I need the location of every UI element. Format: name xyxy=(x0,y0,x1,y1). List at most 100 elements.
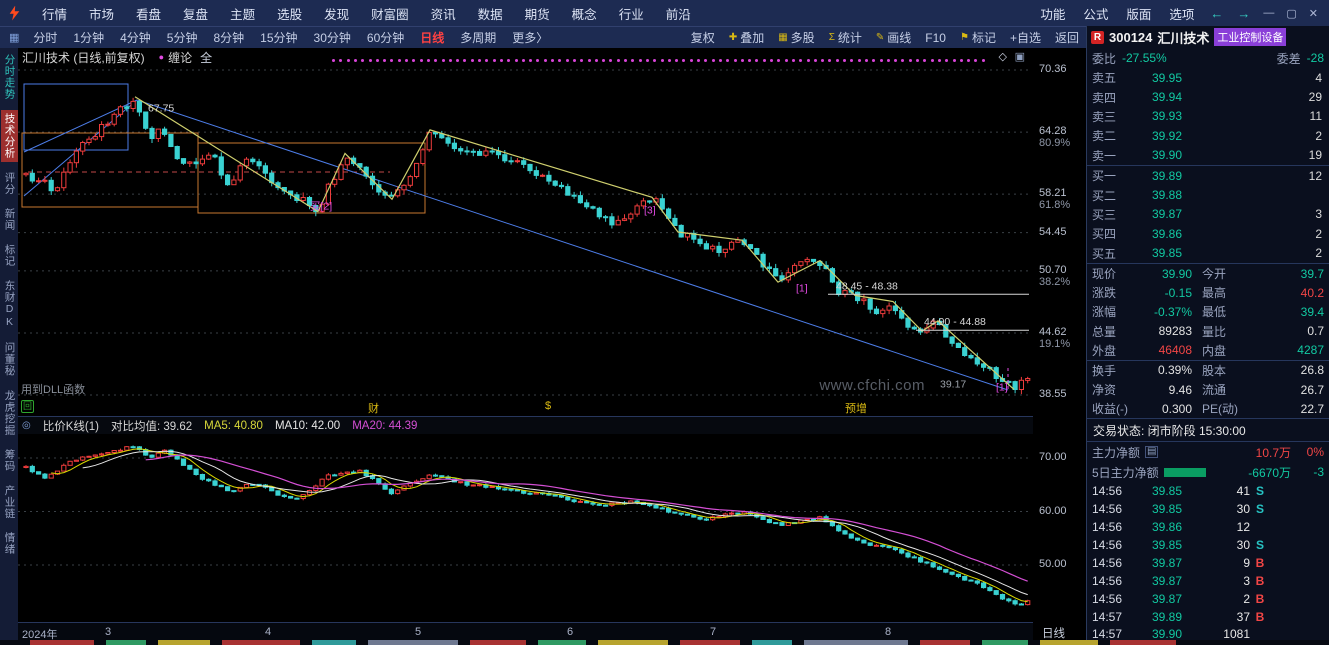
industry-badge[interactable]: 工业控制设备 xyxy=(1214,28,1286,46)
menu-item[interactable]: 前沿 xyxy=(655,4,702,23)
ratio-kline-chart[interactable] xyxy=(18,434,1033,622)
tick-row[interactable]: 14:5739.8937B xyxy=(1087,608,1329,626)
period-button[interactable]: 5分钟 xyxy=(159,29,206,46)
menu-item[interactable]: 选股 xyxy=(266,4,313,23)
panel-toggle-icon[interactable]: ▣ xyxy=(1015,50,1025,63)
period-axis-label[interactable]: 日线 xyxy=(1042,625,1065,641)
quote-row: 收益(-)0.300PE(动)22.7 xyxy=(1087,399,1329,418)
tool-button[interactable]: ▦多股 xyxy=(771,29,821,46)
menu-item[interactable]: 选项 xyxy=(1160,4,1203,23)
sidebar-item[interactable]: 新闻 xyxy=(1,205,18,234)
return-icon[interactable]: 回 xyxy=(21,400,34,413)
period-button[interactable]: 1分钟 xyxy=(65,29,112,46)
tick-row[interactable]: 14:5639.872B xyxy=(1087,590,1329,608)
menu-item[interactable]: 版面 xyxy=(1117,4,1160,23)
tool-button[interactable]: +自选 xyxy=(1003,29,1048,46)
sidebar-item[interactable]: 产业链 xyxy=(1,482,18,523)
period-button[interactable]: 4分钟 xyxy=(112,29,159,46)
tick-row[interactable]: 14:5639.879B xyxy=(1087,554,1329,572)
sidebar-item[interactable]: 标记 xyxy=(1,241,18,270)
tick-row[interactable]: 14:5639.873B xyxy=(1087,572,1329,590)
ask-level-label: 卖四 xyxy=(1092,89,1126,106)
bid-row[interactable]: 买四39.862 xyxy=(1087,224,1329,243)
indicator-name[interactable]: 比价K线(1) xyxy=(43,418,99,434)
indicator-cycle-icon[interactable]: ◎ xyxy=(22,420,31,431)
event-marker[interactable]: 预增 xyxy=(845,400,867,416)
bid-row[interactable]: 买三39.873 xyxy=(1087,205,1329,224)
main-funds-pct: 0% xyxy=(1296,445,1324,459)
chanlun-dot-icon xyxy=(675,59,678,62)
menu-item[interactable]: 财富圈 xyxy=(360,4,420,23)
menu-item[interactable]: 资讯 xyxy=(420,4,467,23)
menu-item[interactable]: 期货 xyxy=(514,4,561,23)
period-button[interactable]: 多周期 xyxy=(452,29,504,46)
ask-volume: 2 xyxy=(1182,129,1324,143)
period-button[interactable]: 日线 xyxy=(412,29,452,46)
event-marker[interactable]: $ xyxy=(545,400,551,412)
main-funds-row[interactable]: 主力净额 ▤ 10.7万 0% xyxy=(1087,442,1329,462)
menu-item[interactable]: 复盘 xyxy=(172,4,219,23)
sidebar-item[interactable]: 情绪 xyxy=(1,529,18,558)
tool-label: 返回 xyxy=(1055,29,1079,46)
menu-item[interactable]: 数据 xyxy=(467,4,514,23)
bid-row[interactable]: 买一39.8912 xyxy=(1087,166,1329,185)
menu-item[interactable]: 概念 xyxy=(561,4,608,23)
period-button[interactable]: 60分钟 xyxy=(359,29,412,46)
period-button[interactable]: 8分钟 xyxy=(205,29,252,46)
ask-row[interactable]: 卖三39.9311 xyxy=(1087,107,1329,126)
layout-grid-icon[interactable]: ▦ xyxy=(9,31,19,44)
menu-item[interactable]: 功能 xyxy=(1031,4,1074,23)
period-button[interactable]: 15分钟 xyxy=(252,29,305,46)
tool-button[interactable]: F10 xyxy=(918,31,953,45)
sidebar-item[interactable]: 分时走势 xyxy=(1,51,18,103)
menu-item[interactable]: 市场 xyxy=(78,4,125,23)
sidebar-item[interactable]: 问董秘 xyxy=(1,339,18,380)
bid-row[interactable]: 买二39.88 xyxy=(1087,185,1329,204)
funds-chart-icon[interactable]: ▤ xyxy=(1145,446,1158,458)
tick-row[interactable]: 14:5639.8530S xyxy=(1087,500,1329,518)
event-marker[interactable]: 财 xyxy=(368,400,379,416)
ask-row[interactable]: 卖四39.9429 xyxy=(1087,87,1329,106)
menu-item[interactable]: 行业 xyxy=(608,4,655,23)
forward-arrow-icon[interactable]: → xyxy=(1230,6,1257,21)
period-button[interactable]: 30分钟 xyxy=(306,29,359,46)
period-button[interactable]: 更多〉 xyxy=(504,29,556,46)
ask-row[interactable]: 卖一39.9019 xyxy=(1087,146,1329,165)
chanlun-dot-icon xyxy=(858,59,861,62)
sidebar-item[interactable]: 技术分析 xyxy=(1,110,18,162)
tick-row[interactable]: 14:5639.8612 xyxy=(1087,518,1329,536)
menu-item[interactable]: 公式 xyxy=(1074,4,1117,23)
quote-label: 量比 xyxy=(1202,323,1252,340)
bid-row[interactable]: 买五39.852 xyxy=(1087,244,1329,263)
funds-5day-row[interactable]: 5日主力净额 -6670万 -3 xyxy=(1087,462,1329,482)
ask-row[interactable]: 卖五39.954 xyxy=(1087,68,1329,87)
tick-row[interactable]: 14:5639.8541S xyxy=(1087,482,1329,500)
tool-button[interactable]: ✎画线 xyxy=(869,29,918,46)
sidebar-item[interactable]: 筹码 xyxy=(1,446,18,475)
tool-button[interactable]: Σ统计 xyxy=(822,29,869,46)
tick-side-flag: B xyxy=(1250,574,1270,588)
menu-item[interactable]: 行情 xyxy=(31,4,78,23)
tool-button[interactable]: 返回 xyxy=(1048,29,1086,46)
diamond-icon[interactable]: ◇ xyxy=(999,50,1007,63)
close-button[interactable]: ✕ xyxy=(1303,7,1324,20)
quote-label: 总量 xyxy=(1092,323,1134,340)
sidebar-item[interactable]: 东财DK xyxy=(1,277,18,332)
minimize-button[interactable]: — xyxy=(1257,7,1280,19)
sidebar-item[interactable]: 评分 xyxy=(1,169,18,198)
ask-row[interactable]: 卖二39.922 xyxy=(1087,126,1329,145)
maximize-button[interactable]: ▢ xyxy=(1280,7,1302,20)
tick-row[interactable]: 14:5639.8530S xyxy=(1087,536,1329,554)
sidebar-item[interactable]: 龙虎挖掘 xyxy=(1,387,18,439)
tool-button[interactable]: ⚑标记 xyxy=(953,29,1003,46)
tool-button[interactable]: ✚叠加 xyxy=(722,29,771,46)
main-kline-chart[interactable]: 48.45 - 48.3844.90 - 44.8867.75买[2][3][1… xyxy=(18,66,1033,398)
period-button[interactable]: 分时 xyxy=(25,29,65,46)
back-arrow-icon[interactable]: ← xyxy=(1203,6,1230,21)
ticker-fragment xyxy=(222,640,300,645)
menu-item[interactable]: 看盘 xyxy=(125,4,172,23)
menu-item[interactable]: 发现 xyxy=(313,4,360,23)
menu-item[interactable]: 主题 xyxy=(219,4,266,23)
tool-button[interactable]: 复权 xyxy=(684,29,722,46)
funds-gauge-bar xyxy=(1164,468,1206,477)
